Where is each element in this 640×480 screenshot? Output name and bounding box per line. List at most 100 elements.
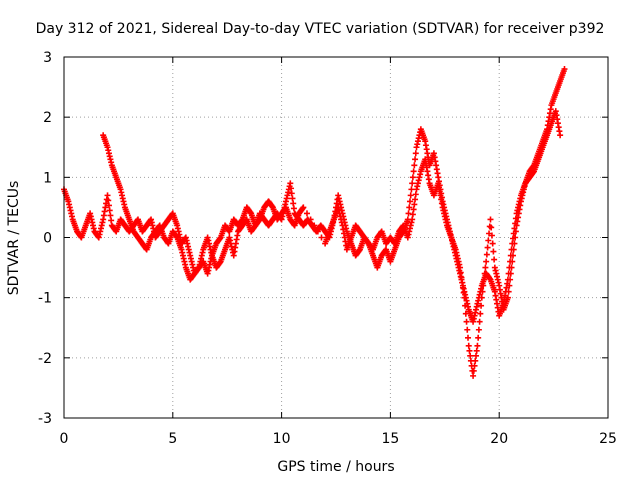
data-point xyxy=(318,234,325,241)
data-point xyxy=(104,192,111,199)
data-point xyxy=(412,191,419,198)
data-point xyxy=(509,235,516,242)
data-point xyxy=(512,220,519,227)
chart-title: Day 312 of 2021, Sidereal Day-to-day VTE… xyxy=(36,21,605,37)
data-point xyxy=(463,318,470,325)
data-point xyxy=(105,202,112,209)
data-point xyxy=(475,326,482,333)
data-point xyxy=(404,216,411,223)
grid xyxy=(64,57,608,418)
data-point xyxy=(483,258,490,265)
data-point xyxy=(511,225,518,232)
y-tick-label: 2 xyxy=(43,110,52,126)
data-point xyxy=(410,206,417,213)
data-point xyxy=(472,352,479,359)
data-point xyxy=(406,198,413,205)
data-point xyxy=(307,216,314,223)
y-tick-label: -2 xyxy=(38,351,52,367)
x-tick-label: 10 xyxy=(273,431,291,447)
data-point xyxy=(408,186,415,193)
data-point xyxy=(465,334,472,341)
data-point xyxy=(303,210,310,217)
y-tick-label: -3 xyxy=(38,411,52,427)
series-points xyxy=(100,108,564,325)
x-tick-label: 20 xyxy=(490,431,508,447)
data-point xyxy=(487,216,494,223)
data-point xyxy=(470,367,477,374)
data-point xyxy=(512,215,519,222)
data-point xyxy=(505,270,512,277)
data-point xyxy=(290,205,297,212)
axes: 0 5 10 15 20 25 -3 -2 -1 0 1 2 3 xyxy=(38,50,617,447)
data-point xyxy=(510,230,517,237)
data-point xyxy=(409,211,416,218)
y-axis-label: SDTVAR / TECUs xyxy=(6,181,22,296)
data-point xyxy=(105,197,112,204)
data-point xyxy=(409,174,416,181)
data-point xyxy=(472,357,479,364)
data-point xyxy=(473,347,480,354)
data-point xyxy=(509,240,516,247)
data-point xyxy=(508,246,515,253)
data-point xyxy=(409,180,416,187)
data-point xyxy=(485,237,492,244)
data-point xyxy=(406,204,413,211)
data-point xyxy=(412,150,419,157)
data-point xyxy=(466,347,473,354)
series-points xyxy=(61,66,568,379)
data-point xyxy=(300,204,307,211)
data-point xyxy=(471,362,478,369)
data-point xyxy=(476,318,483,325)
y-tick-label: -1 xyxy=(38,291,52,307)
data-point xyxy=(484,244,491,251)
data-point xyxy=(482,264,489,271)
data-point xyxy=(557,132,564,139)
data-point xyxy=(410,168,417,175)
data-point xyxy=(412,196,419,203)
y-tick-label: 1 xyxy=(43,170,52,186)
data-point xyxy=(311,222,318,229)
data-point xyxy=(288,190,295,197)
data-point xyxy=(287,180,294,187)
y-tick-label: 0 xyxy=(43,231,52,247)
data-point xyxy=(489,240,496,247)
data-point xyxy=(475,334,482,341)
data-point xyxy=(106,207,113,214)
data-point xyxy=(488,232,495,239)
data-point xyxy=(467,352,474,359)
data-point xyxy=(470,372,477,379)
data-point xyxy=(405,210,412,217)
x-axis-label: GPS time / hours xyxy=(277,459,394,475)
data-point xyxy=(288,185,295,192)
y-tick-label: 3 xyxy=(43,50,52,66)
data-point xyxy=(507,252,514,259)
data-point xyxy=(506,264,513,271)
plot-frame xyxy=(63,56,609,419)
x-tick-label: 5 xyxy=(168,431,177,447)
data-point xyxy=(412,156,419,163)
data-point xyxy=(490,248,497,255)
data-point xyxy=(483,251,490,258)
data-point xyxy=(561,66,568,73)
data-point xyxy=(107,212,114,219)
data-point xyxy=(474,342,481,349)
data-point xyxy=(477,310,484,317)
data-point xyxy=(464,326,471,333)
data-points xyxy=(61,66,568,379)
data-point xyxy=(314,228,321,235)
data-point xyxy=(108,217,115,224)
x-tick-label: 25 xyxy=(599,431,617,447)
x-tick-label: 15 xyxy=(381,431,399,447)
data-point xyxy=(465,342,472,349)
data-point xyxy=(504,276,511,283)
data-point xyxy=(290,200,297,207)
data-point xyxy=(289,195,296,202)
data-point xyxy=(411,201,418,208)
data-point xyxy=(488,224,495,231)
data-point xyxy=(478,302,485,309)
data-point xyxy=(411,162,418,169)
data-point xyxy=(507,258,514,265)
data-point xyxy=(407,192,414,199)
data-point xyxy=(491,256,498,263)
